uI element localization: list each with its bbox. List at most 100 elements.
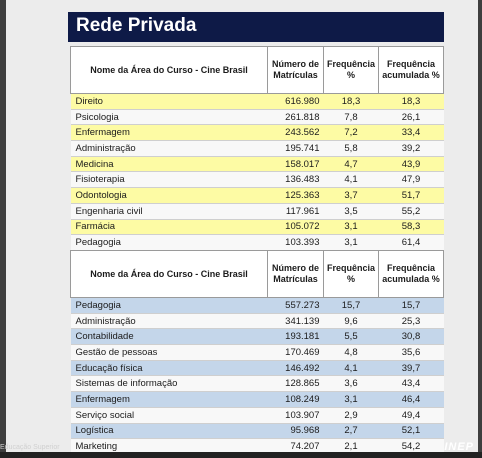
table-row: Administração 341.139 9,6 25,3 <box>70 313 444 330</box>
footer-text: Educação Superior <box>0 444 60 451</box>
cell-frequencia-acumulada: 26,1 <box>378 109 444 126</box>
table-row: Sistemas de informação 128.865 3,6 43,4 <box>70 375 444 393</box>
cell-frequencia: 3,7 <box>323 187 379 204</box>
cell-area: Educação física <box>70 360 268 377</box>
cell-matriculas: 341.139 <box>267 313 324 330</box>
cell-area: Administração <box>70 313 268 330</box>
table-row: Engenharia civil 117.961 3,5 55,2 <box>70 203 444 220</box>
cell-frequencia: 18,3 <box>323 93 379 110</box>
footer-strip <box>0 452 482 458</box>
header-area: Nome da Área do Curso - Cine Brasil <box>70 250 268 298</box>
cell-frequencia: 15,7 <box>323 297 379 314</box>
cell-frequencia: 3,1 <box>323 391 379 408</box>
header-area: Nome da Área do Curso - Cine Brasil <box>70 46 268 94</box>
cell-frequencia-acumulada: 43,4 <box>378 375 444 393</box>
cell-frequencia: 2,7 <box>323 423 379 440</box>
cell-area: Medicina <box>70 156 268 173</box>
cell-matriculas: 125.363 <box>267 187 324 204</box>
bottom-table: Nome da Área do Curso - Cine Brasil Núme… <box>70 250 444 455</box>
cell-area: Pedagogia <box>70 234 268 251</box>
cell-frequencia: 4,1 <box>323 360 379 377</box>
cell-area: Enfermagem <box>70 124 268 142</box>
cell-frequencia-acumulada: 18,3 <box>378 93 444 110</box>
cell-area: Psicologia <box>70 109 268 126</box>
cell-matriculas: 146.492 <box>267 360 324 377</box>
cell-frequencia: 3,1 <box>323 219 379 236</box>
header-frequencia: Frequência % <box>323 250 379 298</box>
cell-frequencia: 4,7 <box>323 156 379 173</box>
cell-matriculas: 108.249 <box>267 391 324 408</box>
table-row: Psicologia 261.818 7,8 26,1 <box>70 109 444 126</box>
cell-area: Farmácia <box>70 219 268 236</box>
table-row: Administração 195.741 5,8 39,2 <box>70 140 444 157</box>
cell-frequencia: 3,6 <box>323 375 379 393</box>
table-header-row: Nome da Área do Curso - Cine Brasil Núme… <box>70 250 444 298</box>
title-bar: Rede Privada <box>68 12 444 42</box>
cell-matriculas: 261.818 <box>267 109 324 126</box>
cell-matriculas: 74.207 <box>267 438 324 455</box>
cell-frequencia-acumulada: 25,3 <box>378 313 444 330</box>
header-frequencia: Frequência % <box>323 46 379 94</box>
cell-frequencia: 3,1 <box>323 234 379 251</box>
cell-frequencia-acumulada: 39,7 <box>378 360 444 377</box>
cell-frequencia: 2,9 <box>323 407 379 424</box>
cell-frequencia-acumulada: 58,3 <box>378 219 444 236</box>
cell-frequencia-acumulada: 43,9 <box>378 156 444 173</box>
top-table-body: Direito 616.980 18,3 18,3 Psicologia 261.818 7… <box>70 93 444 251</box>
cell-frequencia: 5,8 <box>323 140 379 157</box>
page-title: Rede Privada <box>76 15 197 36</box>
cell-area: Serviço social <box>70 407 268 424</box>
cell-area: Contabilidade <box>70 328 268 346</box>
table-row: Gestão de pessoas 170.469 4,8 35,6 <box>70 344 444 361</box>
cell-area: Logística <box>70 423 268 440</box>
cell-frequencia-acumulada: 47,9 <box>378 171 444 189</box>
cell-frequencia: 9,6 <box>323 313 379 330</box>
cell-matriculas: 195.741 <box>267 140 324 157</box>
table-row: Direito 616.980 18,3 18,3 <box>70 93 444 110</box>
table-row: Pedagogia 557.273 15,7 15,7 <box>70 297 444 314</box>
cell-frequencia-acumulada: 52,1 <box>378 423 444 440</box>
cell-frequencia-acumulada: 30,8 <box>378 328 444 346</box>
cell-area: Engenharia civil <box>70 203 268 220</box>
cell-matriculas: 193.181 <box>267 328 324 346</box>
slide: Rede Privada Nome da Área do Curso - Cin… <box>6 0 478 455</box>
cell-matriculas: 557.273 <box>267 297 324 314</box>
cell-frequencia: 5,5 <box>323 328 379 346</box>
cell-frequencia-acumulada: 39,2 <box>378 140 444 157</box>
cell-matriculas: 158.017 <box>267 156 324 173</box>
table-row: Contabilidade 193.181 5,5 30,8 <box>70 328 444 346</box>
table-row: Serviço social 103.907 2,9 49,4 <box>70 407 444 424</box>
cell-frequencia-acumulada: 61,4 <box>378 234 444 251</box>
table-row: Logística 95.968 2,7 52,1 <box>70 423 444 440</box>
cell-area: Fisioterapia <box>70 171 268 189</box>
table-row: Enfermagem 243.562 7,2 33,4 <box>70 124 444 142</box>
cell-frequencia: 7,2 <box>323 124 379 142</box>
cell-matriculas: 103.393 <box>267 234 324 251</box>
cell-matriculas: 136.483 <box>267 171 324 189</box>
cell-matriculas: 105.072 <box>267 219 324 236</box>
inep-logo: INEP <box>444 441 474 453</box>
cell-area: Pedagogia <box>70 297 268 314</box>
cell-frequencia-acumulada: 33,4 <box>378 124 444 142</box>
cell-matriculas: 243.562 <box>267 124 324 142</box>
table-row: Pedagogia 103.393 3,1 61,4 <box>70 234 444 251</box>
cell-area: Enfermagem <box>70 391 268 408</box>
cell-area: Administração <box>70 140 268 157</box>
cell-frequencia: 4,8 <box>323 344 379 361</box>
table-header-row: Nome da Área do Curso - Cine Brasil Núme… <box>70 46 444 94</box>
cell-matriculas: 117.961 <box>267 203 324 220</box>
cell-frequencia: 7,8 <box>323 109 379 126</box>
cell-frequencia-acumulada: 55,2 <box>378 203 444 220</box>
cell-area: Sistemas de informação <box>70 375 268 393</box>
table-row: Educação física 146.492 4,1 39,7 <box>70 360 444 377</box>
header-matriculas: Número de Matrículas <box>267 250 324 298</box>
cell-area: Marketing <box>70 438 268 455</box>
cell-frequencia-acumulada: 15,7 <box>378 297 444 314</box>
cell-matriculas: 95.968 <box>267 423 324 440</box>
cell-matriculas: 128.865 <box>267 375 324 393</box>
cell-area: Odontologia <box>70 187 268 204</box>
header-frequencia-acumulada: Frequência acumulada % <box>378 250 444 298</box>
cell-area: Direito <box>70 93 268 110</box>
cell-frequencia-acumulada: 35,6 <box>378 344 444 361</box>
cell-matriculas: 170.469 <box>267 344 324 361</box>
